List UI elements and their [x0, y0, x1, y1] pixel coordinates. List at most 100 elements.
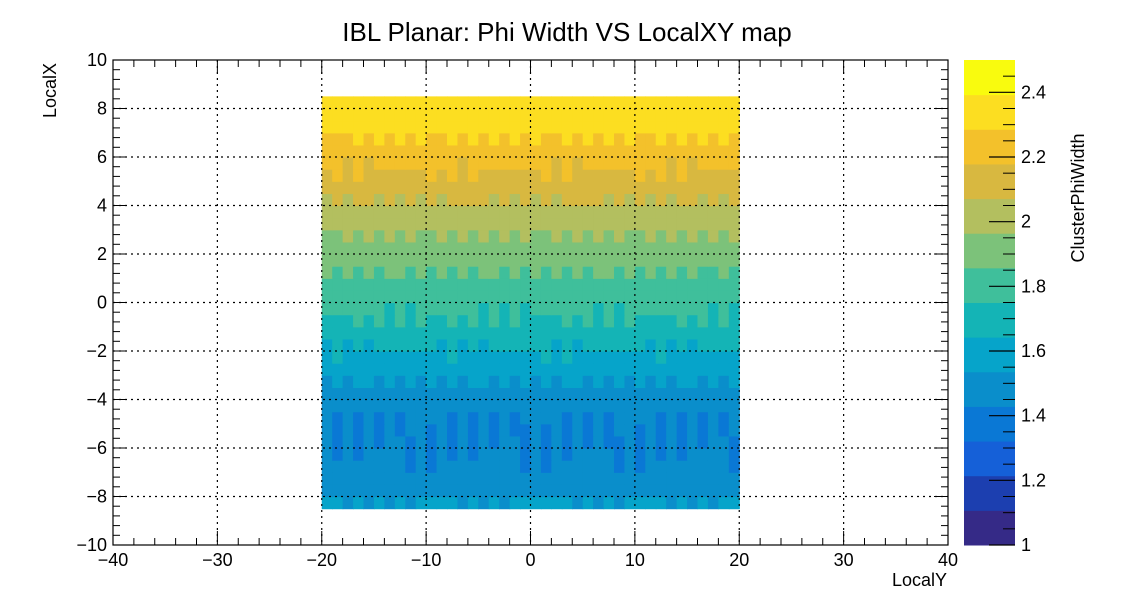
heatmap-cell	[394, 363, 406, 376]
heatmap-cell	[572, 132, 584, 146]
heatmap-cell	[405, 302, 417, 316]
heatmap-cell	[467, 217, 479, 231]
heatmap-cell	[447, 278, 459, 291]
heatmap-cell	[457, 460, 469, 473]
heatmap-cell	[488, 338, 500, 352]
heatmap-cell	[353, 399, 365, 413]
heatmap-cell	[697, 266, 709, 279]
heatmap-cell	[332, 484, 344, 498]
heatmap-cell	[718, 435, 730, 449]
heatmap-cell	[426, 120, 438, 134]
heatmap-cell	[624, 132, 636, 146]
heatmap-cell	[551, 181, 563, 194]
heatmap-cell	[509, 254, 521, 267]
heatmap-cell	[655, 375, 667, 388]
heatmap-cell	[332, 326, 344, 340]
heatmap-cell	[436, 496, 448, 510]
heatmap-cell	[457, 241, 469, 255]
heatmap-cell	[593, 326, 605, 340]
heatmap-cell	[676, 181, 688, 194]
heatmap-cell	[666, 229, 678, 243]
heatmap-cell	[624, 363, 636, 376]
heatmap-cell	[572, 169, 584, 182]
heatmap-cell	[353, 157, 365, 170]
heatmap-cell	[436, 278, 448, 291]
heatmap-cell	[488, 423, 500, 437]
heatmap-cell	[478, 181, 490, 194]
heatmap-cell	[332, 460, 344, 473]
heatmap-cell	[561, 241, 573, 255]
heatmap-cell	[603, 157, 615, 170]
heatmap-cell	[582, 169, 594, 182]
heatmap-cell	[728, 96, 740, 110]
heatmap-cell	[634, 241, 646, 255]
heatmap-cell	[655, 266, 667, 279]
heatmap-cell	[353, 193, 365, 207]
heatmap-cell	[561, 132, 573, 146]
heatmap-cell	[551, 120, 563, 134]
heatmap-cell	[509, 144, 521, 158]
heatmap-cell	[603, 254, 615, 267]
heatmap-cell	[499, 363, 511, 376]
heatmap-cell	[561, 144, 573, 158]
heatmap-cell	[447, 132, 459, 146]
heatmap-cell	[718, 241, 730, 255]
heatmap-cell	[561, 472, 573, 485]
heatmap-cell	[614, 302, 626, 316]
heatmap-cell	[676, 254, 688, 267]
heatmap-cell	[572, 472, 584, 485]
heatmap-cell	[530, 181, 542, 194]
heatmap-cell	[551, 448, 563, 461]
x-tick-label: −20	[306, 550, 337, 570]
heatmap-cell	[572, 205, 584, 219]
heatmap-cell	[728, 338, 740, 352]
heatmap-cell	[718, 460, 730, 473]
heatmap-cell	[614, 423, 626, 437]
heatmap-cell	[572, 241, 584, 255]
heatmap-cell	[718, 472, 730, 485]
heatmap-cell	[572, 484, 584, 498]
heatmap-cell	[551, 266, 563, 279]
heatmap-cell	[655, 496, 667, 510]
heatmap-cell	[676, 351, 688, 364]
heatmap-cell	[666, 387, 678, 401]
heatmap-cell	[561, 314, 573, 328]
heatmap-cell	[582, 363, 594, 376]
heatmap-cell	[520, 472, 532, 485]
heatmap-cell	[457, 375, 469, 388]
heatmap-cell	[530, 363, 542, 376]
heatmap-cell	[363, 193, 375, 207]
heatmap-cell	[405, 472, 417, 485]
heatmap-cell	[540, 411, 552, 425]
heatmap-cell	[561, 254, 573, 267]
heatmap-cell	[614, 157, 626, 170]
heatmap-cell	[624, 326, 636, 340]
heatmap-cell	[436, 132, 448, 146]
heatmap-cell	[687, 181, 699, 194]
heatmap-cell	[373, 290, 385, 304]
heatmap-cell	[373, 193, 385, 207]
heatmap-cell	[499, 108, 511, 122]
heatmap-cell	[540, 266, 552, 279]
heatmap-cell	[603, 144, 615, 158]
heatmap-cell	[614, 326, 626, 340]
x-axis: −40 −30 −20 −10 0 10 20 30 40	[98, 60, 958, 570]
heatmap-cell	[655, 169, 667, 182]
heatmap-cell	[457, 193, 469, 207]
heatmap-cell	[447, 423, 459, 437]
heatmap-cell	[394, 484, 406, 498]
heatmap-cell	[707, 290, 719, 304]
heatmap-cell	[582, 399, 594, 413]
heatmap-cell	[540, 435, 552, 449]
heatmap-cell	[634, 266, 646, 279]
heatmap-cell	[655, 448, 667, 461]
heatmap-cell	[551, 375, 563, 388]
heatmap-cell	[373, 266, 385, 279]
heatmap-cell	[624, 338, 636, 352]
heatmap-cell	[603, 448, 615, 461]
heatmap-cell	[321, 338, 333, 352]
heatmap-cell	[467, 229, 479, 243]
heatmap-cell	[426, 411, 438, 425]
heatmap-cell	[342, 448, 354, 461]
heatmap-cell	[645, 363, 657, 376]
